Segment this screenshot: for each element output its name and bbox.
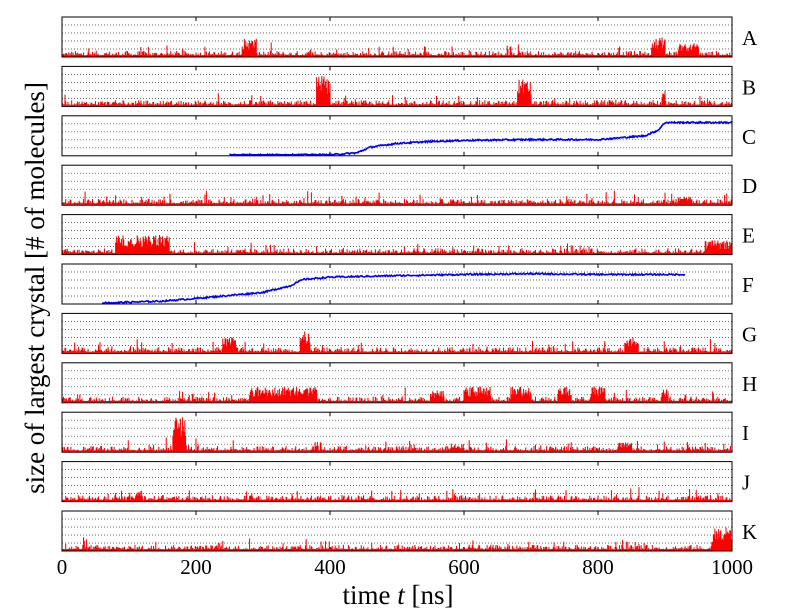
panel-frame [61, 214, 733, 256]
x-axis-label-suffix: [ns] [412, 580, 454, 610]
series-noise-i [61, 417, 733, 452]
panel-c: C [61, 115, 756, 157]
x-axis: 0 200 400 600 800 1000 [57, 555, 753, 579]
series-noise-g [61, 331, 733, 353]
panel-label-f: F [742, 273, 754, 297]
series-growth-c [229, 120, 733, 156]
panel-label-h: H [742, 372, 757, 396]
panel-frame [61, 115, 733, 157]
panel-d: D [61, 164, 757, 206]
series-growth-f [102, 271, 686, 304]
series-noise-d [61, 190, 733, 205]
panel-frame [61, 362, 733, 404]
panel-frame [61, 65, 733, 107]
panel-frame [61, 461, 733, 503]
panel-label-a: A [742, 26, 758, 50]
y-axis-label: size of largest crystal [# of molecules] [20, 82, 50, 494]
panel-label-b: B [742, 75, 756, 99]
panel-frame [61, 164, 733, 206]
panel-frame [61, 411, 733, 453]
panel-k: K [61, 510, 757, 552]
panel-frame [61, 263, 733, 305]
panel-b: B [61, 65, 756, 107]
series-noise-a [61, 37, 733, 57]
series-noise-h [61, 386, 733, 403]
series-noise-j [61, 487, 733, 502]
x-axis-label-prefix: time [342, 580, 390, 610]
panel-f: F [61, 263, 754, 305]
x-axis-label-var: t [397, 580, 406, 610]
panel-label-e: E [742, 224, 755, 248]
x-tick-label: 600 [448, 555, 480, 579]
panel-h: H [61, 362, 757, 404]
panels-group: A B C D E F G H I J K [61, 16, 758, 552]
x-tick-label: 0 [57, 555, 68, 579]
panel-e: E [61, 214, 755, 256]
series-noise-e [61, 234, 733, 255]
x-tick-label: 800 [582, 555, 614, 579]
panel-frame [61, 16, 733, 58]
panel-label-c: C [742, 125, 756, 149]
x-axis-label: time t [ns] [342, 580, 453, 610]
x-tick-label: 400 [314, 555, 346, 579]
panel-g: G [61, 312, 757, 354]
x-tick-label: 200 [180, 555, 212, 579]
panel-label-k: K [742, 520, 757, 544]
panel-label-g: G [742, 322, 757, 346]
panel-j: J [61, 461, 750, 503]
panel-label-i: I [742, 421, 749, 445]
panel-label-d: D [742, 174, 757, 198]
panel-frame [61, 510, 733, 552]
panel-i: I [61, 411, 749, 453]
x-tick-label: 1000 [711, 555, 753, 579]
panel-a: A [61, 16, 758, 58]
panel-frame [61, 312, 733, 354]
series-noise-b [61, 76, 733, 106]
series-noise-k [61, 527, 733, 551]
panel-label-j: J [742, 471, 750, 495]
